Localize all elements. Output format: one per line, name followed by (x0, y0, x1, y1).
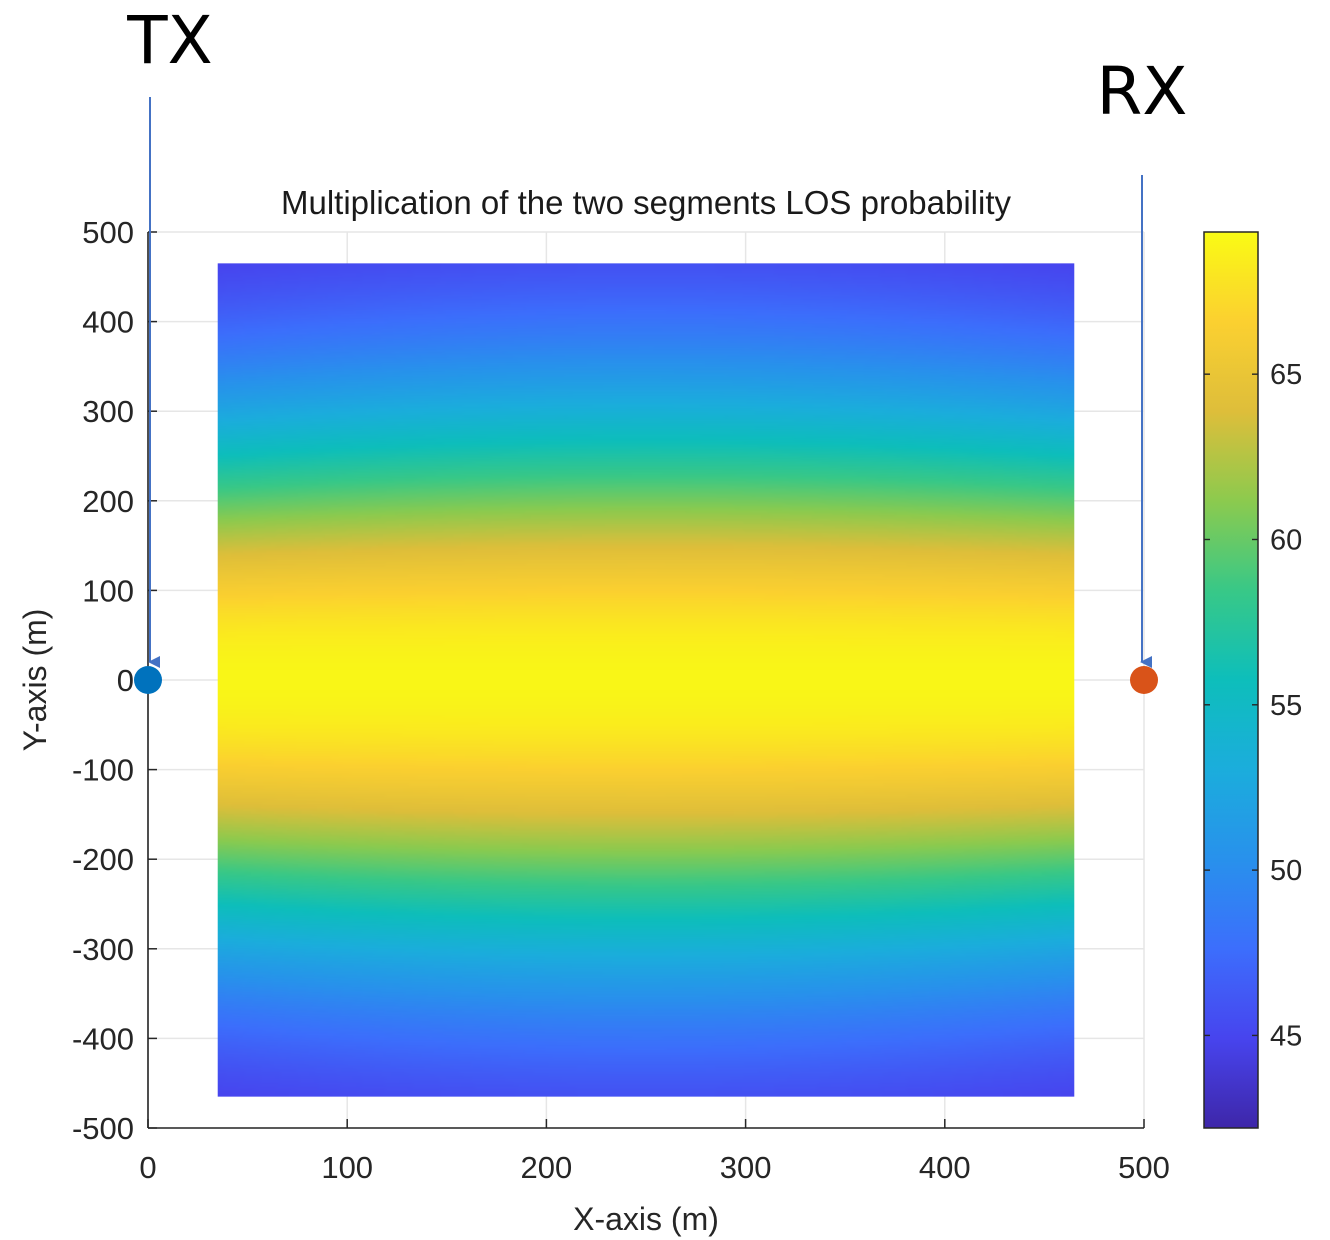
tx-label: TX (126, 2, 213, 79)
y-tick-label: 400 (82, 305, 134, 340)
colorbar-tick-label: 55 (1270, 690, 1302, 722)
x-tick-label: 100 (321, 1150, 373, 1185)
y-tick-label: -500 (72, 1111, 134, 1146)
x-axis-title: X-axis (m) (573, 1201, 719, 1237)
y-tick-label: 200 (82, 484, 134, 519)
chart-title: Multiplication of the two segments LOS p… (281, 184, 1012, 221)
y-tick-label: -200 (72, 842, 134, 877)
y-tick-label: -300 (72, 932, 134, 967)
x-tick-label: 200 (521, 1150, 573, 1185)
markers: TX RX (126, 2, 1188, 694)
heatmap (217, 263, 1075, 1097)
y-ticks: 500 400 300 200 100 0 -100 -200 -300 -400 -500 (72, 215, 157, 1146)
rx-label: RX (1096, 53, 1187, 130)
y-tick-label: 500 (82, 215, 134, 250)
y-tick-label: -400 (72, 1021, 134, 1056)
colorbar-tick-label: 60 (1270, 524, 1302, 556)
y-tick-label: 300 (82, 394, 134, 429)
x-tick-label: 0 (139, 1150, 156, 1185)
colorbar-tick-label: 50 (1270, 855, 1302, 887)
y-axis-title: Y-axis (m) (17, 609, 53, 752)
tx-marker (134, 666, 162, 694)
colorbar-tick-label: 65 (1270, 359, 1302, 391)
colorbar-tick-label: 45 (1270, 1020, 1302, 1052)
x-tick-label: 500 (1118, 1150, 1170, 1185)
colorbar (1203, 231, 1259, 1129)
y-tick-label: 0 (117, 663, 134, 698)
x-ticks: 0 100 200 300 400 500 (139, 1119, 1170, 1185)
y-tick-label: -100 (72, 753, 134, 788)
colorbar-ticks: 45 50 55 60 65 (1204, 359, 1302, 1052)
rx-marker (1130, 666, 1158, 694)
x-tick-label: 300 (720, 1150, 772, 1185)
x-tick-label: 400 (919, 1150, 971, 1185)
y-tick-label: 100 (82, 573, 134, 608)
